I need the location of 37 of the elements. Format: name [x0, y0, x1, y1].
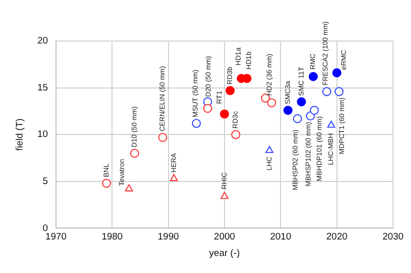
point — [170, 174, 178, 182]
y-tick-label: 0 — [42, 222, 48, 234]
x-axis-title: year (-) — [209, 248, 240, 259]
point — [308, 72, 318, 82]
x-tick-label: 2010 — [270, 232, 292, 243]
point — [292, 114, 302, 124]
x-tick-label: 1990 — [158, 232, 179, 243]
point — [334, 86, 344, 96]
point — [203, 104, 212, 113]
y-tick-label: 5 — [42, 176, 48, 188]
point — [310, 106, 319, 115]
x-tick-label: 1980 — [102, 232, 123, 243]
point — [220, 109, 230, 119]
point — [158, 132, 168, 142]
y-tick-label: 20 — [37, 36, 48, 47]
point — [130, 148, 140, 158]
point — [296, 97, 306, 106]
point — [283, 106, 293, 115]
point — [322, 86, 332, 96]
point — [192, 118, 201, 128]
x-tick-label: 2000 — [214, 232, 236, 243]
y-tick-label: 10 — [37, 129, 48, 140]
point — [226, 86, 235, 96]
point — [102, 178, 112, 188]
x-tick-label: 2020 — [326, 232, 348, 243]
y-axis-title: field (T) — [14, 118, 26, 151]
point — [220, 192, 228, 199]
point — [231, 130, 240, 140]
x-tick-label: 1970 — [45, 232, 67, 243]
point — [124, 184, 134, 192]
point — [265, 146, 274, 154]
y-tick-label: 15 — [37, 82, 48, 94]
x-tick-label: 2030 — [382, 232, 404, 243]
point — [267, 98, 276, 108]
point — [260, 94, 270, 103]
point — [327, 120, 336, 128]
point — [332, 68, 342, 78]
